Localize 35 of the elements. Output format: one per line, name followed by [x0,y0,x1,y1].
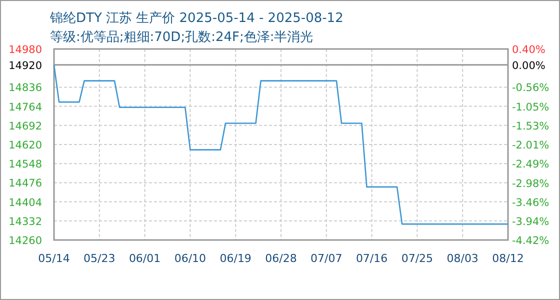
xtick: 07/07 [310,252,342,265]
ytick: 14980 [8,44,42,56]
y2tick: -3.94% [512,216,550,228]
xtick: 08/03 [446,252,478,265]
xtick: 06/19 [220,252,252,265]
xtick: 08/12 [492,252,524,265]
xtick: 06/28 [265,252,297,265]
title: 锦纶DTY 江苏 生产价 2025-05-14 - 2025-08-12 [50,11,344,26]
y2tick: -2.98% [512,178,550,190]
xtick: 07/25 [401,252,434,265]
y2tick: -2.49% [512,158,550,171]
xtick: 07/16 [356,252,388,265]
xtick: 06/10 [174,252,206,265]
xtick: 06/01 [128,252,161,265]
ytick: 14692 [8,120,42,132]
ytick: 14548 [8,158,42,171]
subtitle: 等级:优等品;粗细:70D;孔数:24F;色泽:半消光 [50,30,314,45]
y2tick: -3.46% [512,196,550,209]
ytick: 14476 [8,178,42,190]
ytick: 14404 [8,196,42,209]
ytick: 14836 [8,82,42,94]
xtick: 05/23 [84,252,116,265]
y2tick: -0.56% [512,82,550,94]
ytick: 14332 [8,216,42,228]
xtick: 05/14 [38,252,70,265]
ytick: 14620 [8,140,42,152]
y2tick: -1.05% [512,101,550,114]
y2tick: -1.53% [512,120,550,132]
y2tick: 0.40% [512,44,546,56]
y2tick: 0.00% [512,60,546,72]
ytick: 14260 [8,235,42,247]
y2tick: -2.01% [512,140,550,152]
ytick: 14920 [8,60,42,72]
y2tick: -4.42% [512,235,550,247]
ytick: 14764 [8,101,42,114]
